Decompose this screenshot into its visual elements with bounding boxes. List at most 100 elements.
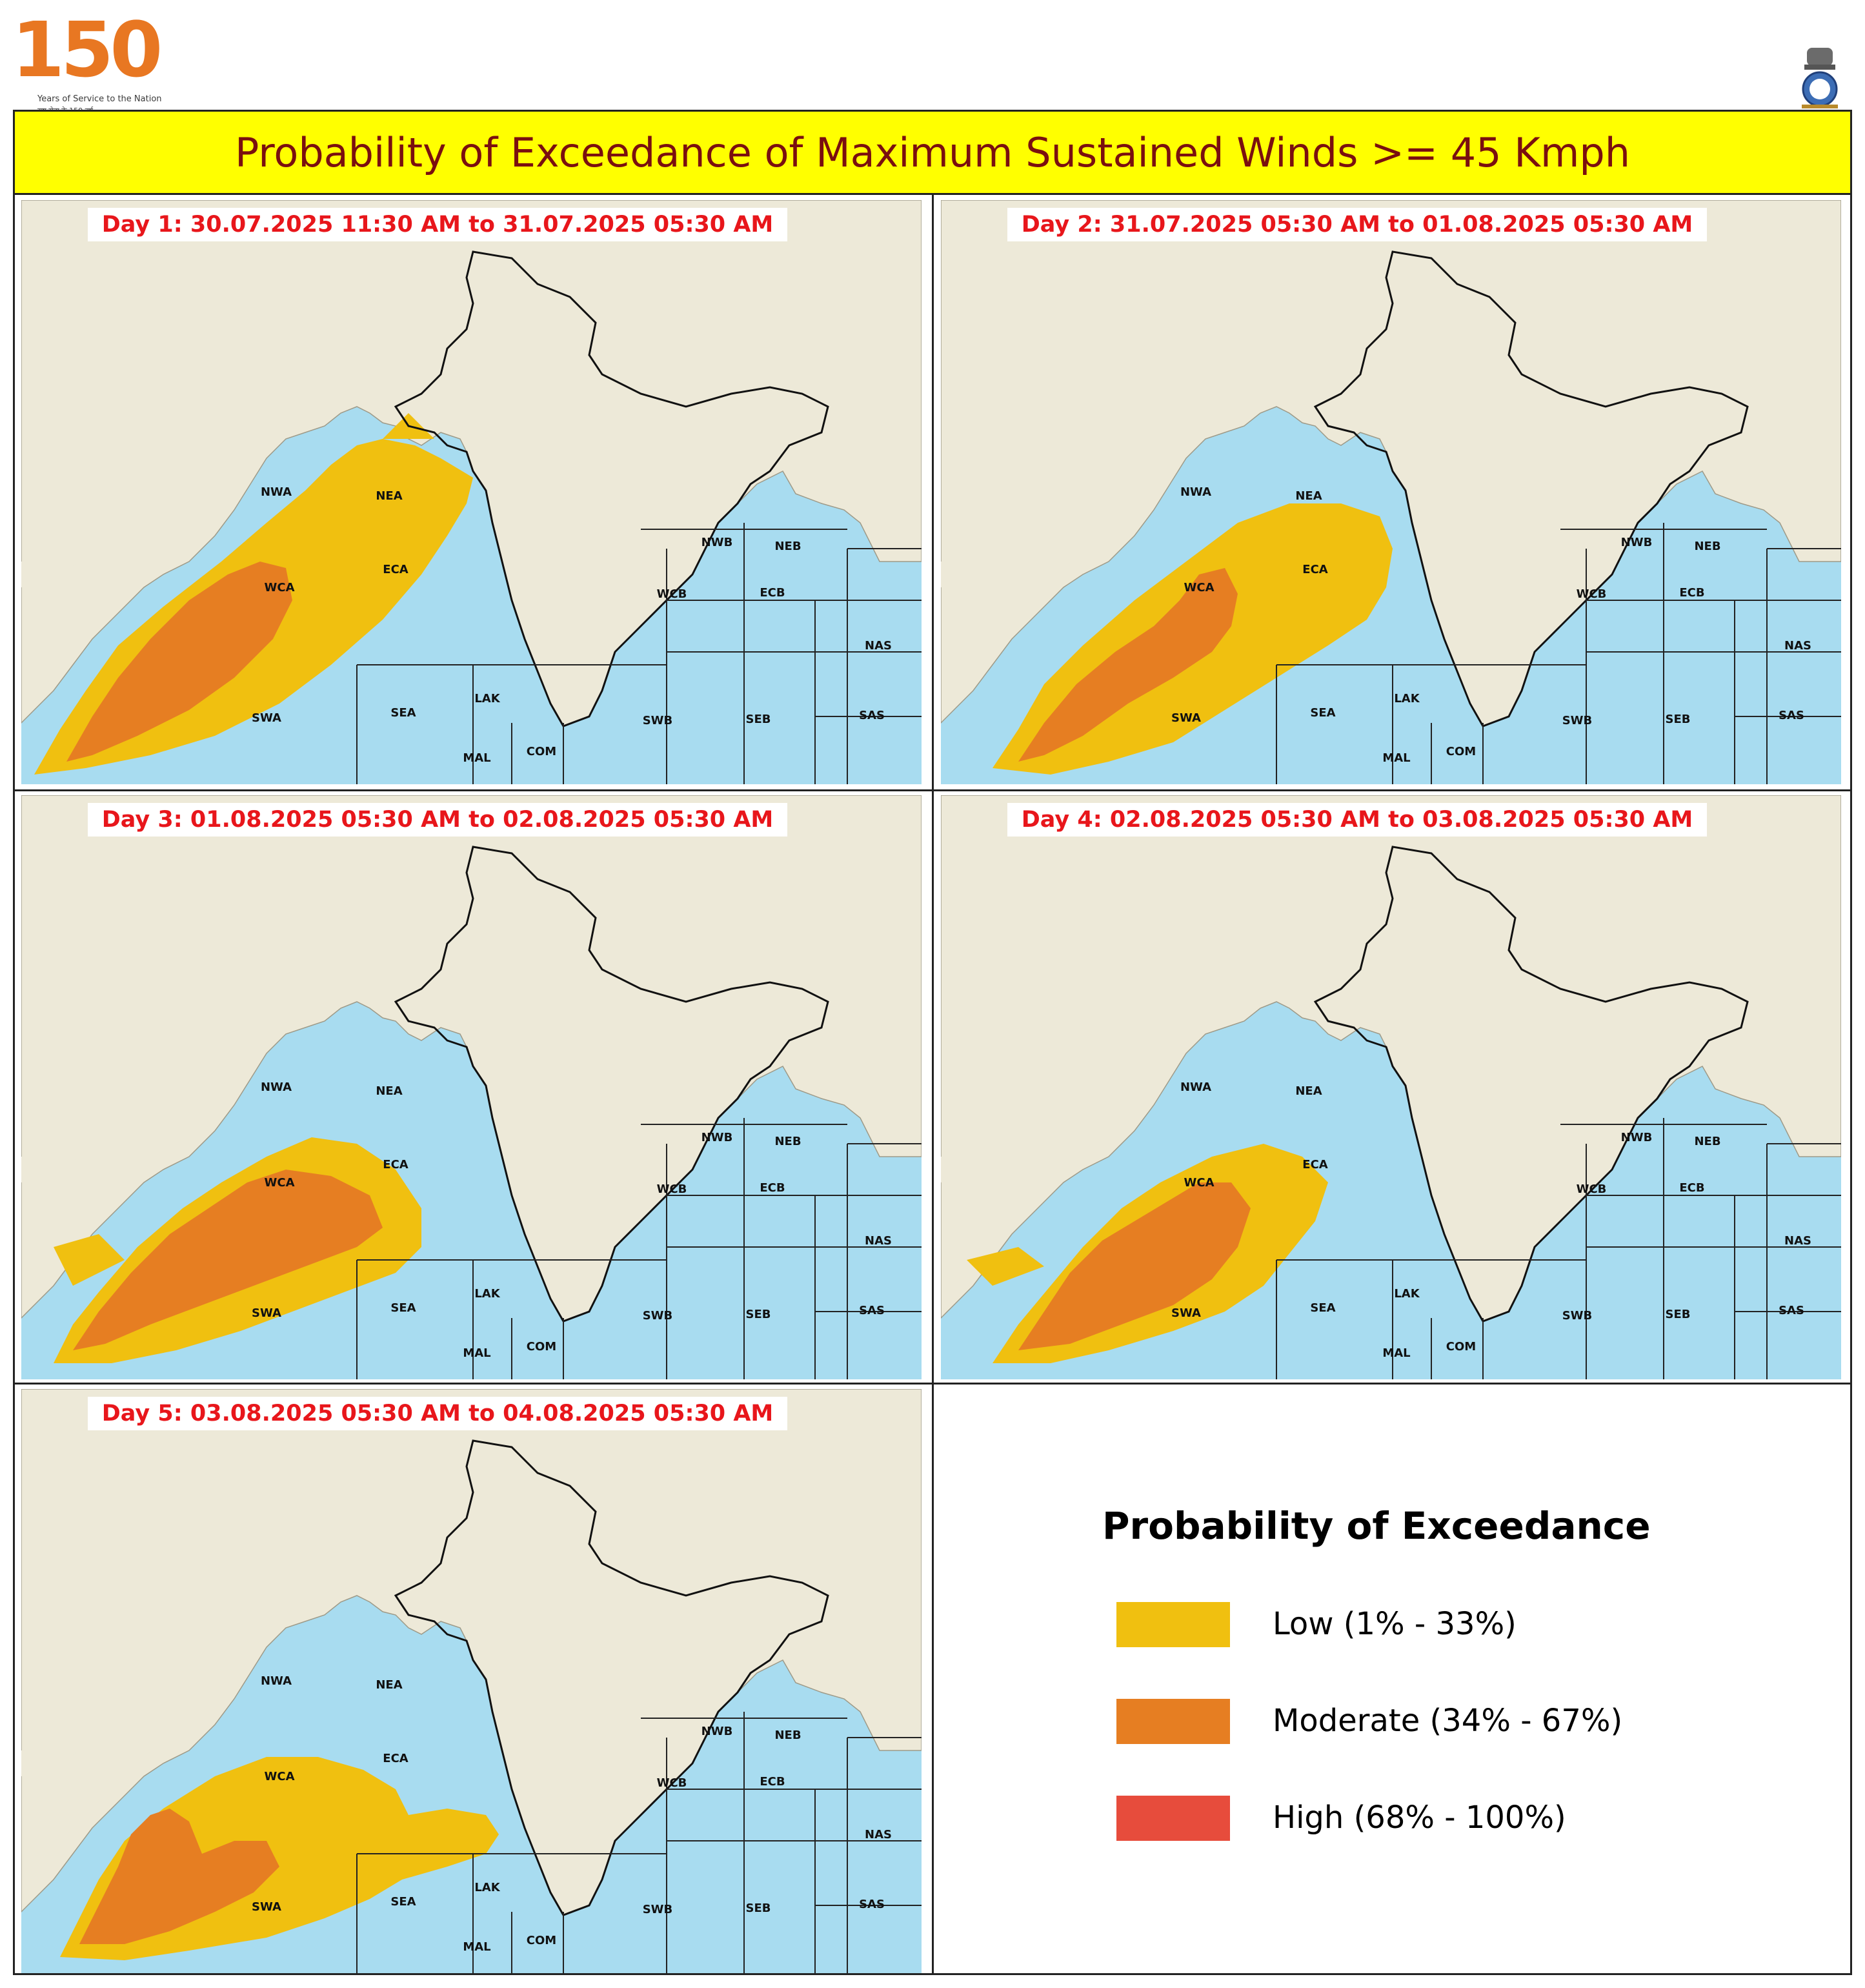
grid-divider: [13, 789, 1852, 791]
sea-area-label-neb: NEB: [774, 1135, 801, 1148]
india-boundary: [394, 846, 829, 1323]
legend-label-moderate: Moderate (34% - 67%): [1273, 1703, 1623, 1739]
sea-area-label-sas: SAS: [859, 1898, 885, 1911]
sea-area-label-com: COM: [527, 1934, 556, 1947]
sea-area-label-nas: NAS: [865, 1828, 892, 1841]
sea-area-label-wcb: WCB: [657, 1182, 687, 1196]
sea-area-label-mal: MAL: [463, 1346, 490, 1360]
legend-title: Probability of Exceedance: [1102, 1504, 1651, 1548]
sea-area-label-swa: SWA: [252, 1900, 281, 1914]
probability-area-moderate: [66, 562, 292, 762]
sea-area-label-nea: NEA: [1295, 1084, 1322, 1098]
sea-area-label-lak: LAK: [474, 1881, 500, 1894]
india-boundary: [1313, 846, 1749, 1323]
sea-area-label-wca: WCA: [265, 581, 295, 594]
sea-area-label-sea: SEA: [390, 1301, 416, 1315]
sea-area-label-swa: SWA: [1171, 711, 1201, 725]
sea-area-label-wca: WCA: [1184, 1176, 1215, 1190]
map: NWA NEA WCA ECA SWA SEA LAK MAL COM SWB SEB WCB ECB N…: [21, 200, 922, 784]
legend-label-low: Low (1% - 33%): [1273, 1606, 1517, 1642]
legend-item-high: High (68% - 100%): [1116, 1796, 1697, 1841]
sea-area-label-ecb: ECB: [1679, 1181, 1704, 1195]
logo-number: 150: [12, 5, 163, 94]
day-label: Day 4: 02.08.2025 05:30 AM to 03.08.2025…: [1007, 803, 1708, 837]
land-mass: [941, 1002, 1134, 1182]
land-mass: [21, 1002, 215, 1182]
sea-area-label-lak: LAK: [474, 692, 500, 705]
sea-area-label-eca: ECA: [1302, 563, 1328, 576]
sea-area-label-eca: ECA: [383, 1158, 408, 1172]
grid-divider: [932, 194, 934, 1975]
title-bar: Probability of Exceedance of Maximum Sus…: [13, 110, 1852, 195]
sea-area-label-wcb: WCB: [657, 1776, 687, 1790]
sea-area-label-wca: WCA: [265, 1176, 295, 1190]
map: NWA NEA WCA ECA SWA SEA LAK MAL COM SWB SEB WCB ECB N…: [21, 1389, 922, 1973]
sea-area-label-eca: ECA: [1302, 1158, 1328, 1172]
sea-area-label-wcb: WCB: [657, 587, 687, 601]
sea-area-label-sea: SEA: [390, 1895, 416, 1909]
probability-area-moderate: [1018, 1182, 1251, 1350]
sea-area-label-neb: NEB: [774, 540, 801, 553]
sea-area-label-swa: SWA: [1171, 1306, 1201, 1320]
sea-area-label-sas: SAS: [1779, 1304, 1804, 1317]
sea-area-label-sea: SEA: [1310, 1301, 1335, 1315]
sea-area-label-nea: NEA: [376, 1678, 402, 1692]
map-panel-day-5: NWA NEA WCA ECA SWA SEA LAK MAL COM SWB SEB WCB ECB N…: [21, 1389, 922, 1973]
sea-area-label-nwa: NWA: [261, 1674, 292, 1688]
sea-area-label-swa: SWA: [252, 1306, 281, 1320]
probability-area-moderate: [79, 1809, 279, 1944]
probability-area-moderate: [73, 1170, 383, 1350]
sea-area-label-nwb: NWB: [1621, 536, 1653, 549]
sea-area-label-eca: ECA: [383, 1752, 408, 1765]
sea-area-label-seb: SEB: [746, 713, 771, 726]
india-boundary: [1313, 250, 1749, 727]
sea-area-label-ecb: ECB: [1679, 586, 1704, 600]
map: NWA NEA WCA ECA SWA SEA LAK MAL COM SWB SEB WCB ECB N…: [21, 795, 922, 1379]
sea-area-label-nea: NEA: [376, 489, 402, 503]
sea-area-label-wca: WCA: [265, 1770, 295, 1783]
sea-area-label-sea: SEA: [390, 706, 416, 720]
legend: Probability of Exceedance Low (1% - 33%)…: [936, 1381, 1839, 1969]
imd-150-years-logo: 150 Years of Service to the Nation राष्ट…: [12, 5, 163, 115]
sea-area-label-com: COM: [527, 1340, 556, 1354]
sea-area-label-wcb: WCB: [1577, 1182, 1607, 1196]
sea-area-label-seb: SEB: [746, 1308, 771, 1321]
day-label: Day 3: 01.08.2025 05:30 AM to 02.08.2025…: [87, 803, 788, 837]
sea-area-label-nwa: NWA: [261, 485, 292, 499]
map-panel-day-4: NWA NEA WCA ECA SWA SEA LAK MAL COM SWB SEB WCB ECB N…: [941, 795, 1841, 1379]
sea-area-label-wcb: WCB: [1577, 587, 1607, 601]
sea-area-label-nwb: NWB: [1621, 1131, 1653, 1144]
legend-swatch-low: [1116, 1602, 1230, 1647]
sea-area-label-mal: MAL: [1382, 751, 1410, 765]
sea-area-label-mal: MAL: [463, 1940, 490, 1954]
sea-area-label-seb: SEB: [1666, 1308, 1691, 1321]
sea-area-label-swa: SWA: [252, 711, 281, 725]
sea-area-label-nea: NEA: [376, 1084, 402, 1098]
sea-area-label-sea: SEA: [1310, 706, 1335, 720]
sea-area-label-com: COM: [527, 745, 556, 758]
day-label: Day 2: 31.07.2025 05:30 AM to 01.08.2025…: [1007, 208, 1708, 241]
sea-area-label-nwa: NWA: [1180, 1080, 1211, 1094]
legend-label-high: High (68% - 100%): [1273, 1800, 1566, 1836]
sea-area-label-mal: MAL: [463, 751, 490, 765]
sea-area-label-neb: NEB: [1694, 1135, 1720, 1148]
sea-area-label-ecb: ECB: [760, 586, 785, 600]
sea-area-label-nwb: NWB: [701, 536, 733, 549]
map: NWA NEA WCA ECA SWA SEA LAK MAL COM SWB SEB WCB ECB N…: [941, 795, 1841, 1379]
legend-item-moderate: Moderate (34% - 67%): [1116, 1699, 1697, 1744]
sea-area-label-neb: NEB: [774, 1729, 801, 1742]
map-panel-day-1: NWA NEA WCA ECA SWA SEA LAK MAL COM SWB SEB WCB ECB N…: [21, 200, 922, 784]
sea-area-label-swb: SWB: [643, 1903, 673, 1916]
sea-area-label-nwa: NWA: [261, 1080, 292, 1094]
legend-item-low: Low (1% - 33%): [1116, 1602, 1697, 1647]
probability-area-moderate: [1018, 568, 1238, 762]
sea-area-label-nwb: NWB: [701, 1725, 733, 1738]
map: NWA NEA WCA ECA SWA SEA LAK MAL COM SWB SEB WCB ECB N…: [941, 200, 1841, 784]
sea-area-label-wca: WCA: [1184, 581, 1215, 594]
sea-area-label-eca: ECA: [383, 563, 408, 576]
sea-area-label-sas: SAS: [859, 709, 885, 722]
legend-swatch-moderate: [1116, 1699, 1230, 1744]
sea-area-label-lak: LAK: [1394, 1287, 1420, 1301]
sea-area-label-swb: SWB: [1562, 1309, 1593, 1323]
land-mass: [941, 407, 1134, 587]
